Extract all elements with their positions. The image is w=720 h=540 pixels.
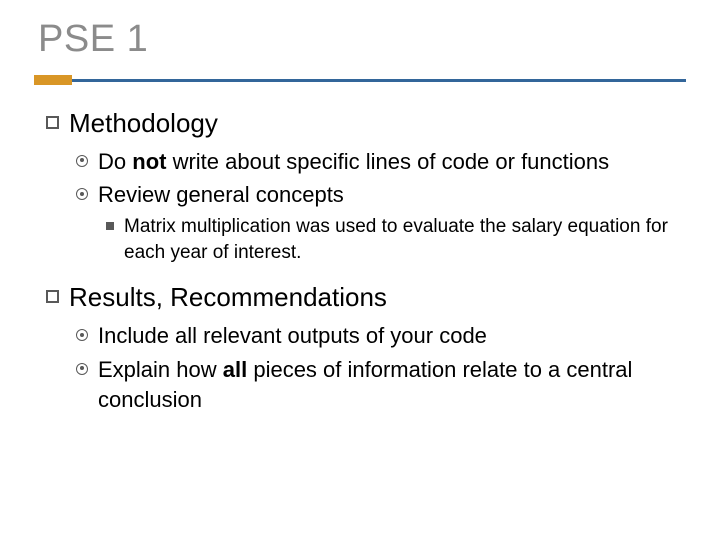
bullet-text: Explain how all pieces of information re… [98, 355, 686, 414]
bullet-text: Include all relevant outputs of your cod… [98, 321, 686, 351]
square-filled-icon [106, 222, 114, 230]
bullet-include-outputs: Include all relevant outputs of your cod… [76, 321, 686, 351]
title-rule [34, 75, 686, 85]
target-icon [76, 188, 88, 200]
section-label: Methodology [69, 107, 686, 141]
accent-bar-long [72, 79, 686, 82]
square-outline-icon [46, 116, 59, 129]
slide-title: PSE 1 [38, 18, 686, 61]
bullet-text: Matrix multiplication was used to evalua… [124, 214, 686, 265]
bullet-explain-all: Explain how all pieces of information re… [76, 355, 686, 414]
target-icon [76, 329, 88, 341]
bullet-do-not-write: Do not write about specific lines of cod… [76, 147, 686, 177]
slide: PSE 1 Methodology Do not write about spe… [0, 0, 720, 540]
subbullet-matrix: Matrix multiplication was used to evalua… [106, 214, 686, 265]
accent-bar-short [34, 75, 72, 85]
square-outline-icon [46, 290, 59, 303]
bullet-text: Do not write about specific lines of cod… [98, 147, 686, 177]
target-icon [76, 363, 88, 375]
target-icon [76, 155, 88, 167]
bullet-review-concepts: Review general concepts [76, 180, 686, 210]
section-results: Results, Recommendations [46, 281, 686, 315]
bullet-text: Review general concepts [98, 180, 686, 210]
section-methodology: Methodology [46, 107, 686, 141]
slide-body: Methodology Do not write about specific … [46, 107, 686, 414]
section-label: Results, Recommendations [69, 281, 686, 315]
